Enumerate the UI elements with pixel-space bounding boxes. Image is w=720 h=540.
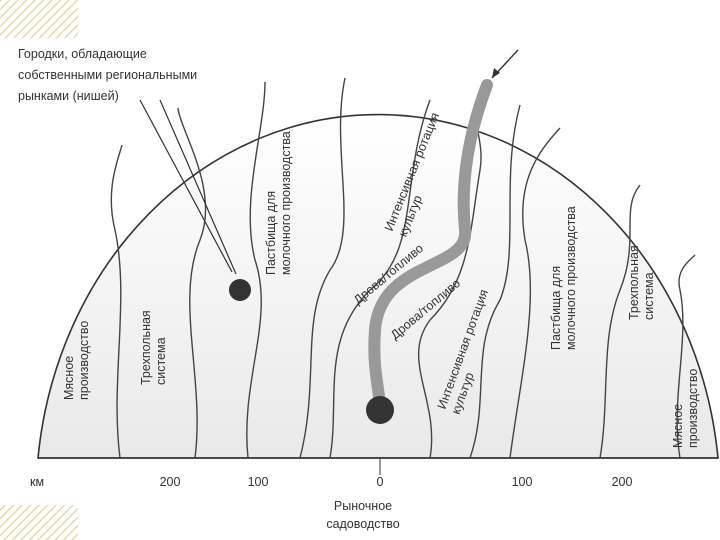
- zone-boundaries: [110, 77, 696, 459]
- zone-label: Трехпольная система: [139, 310, 168, 385]
- axis-labels: км 200 100 0 100 200 Рыночное садоводств…: [30, 475, 632, 531]
- axis-tick: 100: [512, 475, 533, 489]
- semicircle: [37, 113, 719, 459]
- market-dot: [366, 396, 394, 424]
- zone-label: Пастбища для молочного производства: [549, 206, 578, 350]
- callout-text: собственными региональными: [18, 68, 197, 82]
- zone-text: Пастбища для: [549, 266, 563, 350]
- zone-label: Мясное производство: [62, 321, 91, 400]
- corner-decoration: [0, 505, 78, 540]
- axis-tick: 200: [160, 475, 181, 489]
- axis-tick: 200: [612, 475, 633, 489]
- arrow-head: [492, 68, 500, 78]
- zone-text: Пастбища для: [264, 191, 278, 275]
- axis-tick: 100: [248, 475, 269, 489]
- axis-tick: 0: [377, 475, 384, 489]
- zone-text: система: [154, 337, 168, 385]
- callout-text: Городки, обладающие: [18, 47, 147, 61]
- center-label: садоводство: [326, 517, 399, 531]
- zone-text: производство: [686, 369, 700, 448]
- zone-label: Мясное производство: [671, 369, 700, 448]
- callout-text: рынками (нишей): [18, 89, 119, 103]
- zone-text: Трехпольная: [627, 245, 641, 320]
- zone-text: Мясное: [62, 356, 76, 400]
- zone-text: Трехпольная: [139, 310, 153, 385]
- corner-decoration: [0, 0, 78, 38]
- zone-text: молочного производства: [564, 206, 578, 350]
- zone-text: молочного производства: [279, 131, 293, 275]
- zone-label: Пастбища для молочного производства: [264, 131, 293, 275]
- zone-text: Мясное: [671, 404, 685, 448]
- zone-label: Трехпольная система: [627, 245, 656, 320]
- center-label: Рыночное: [334, 499, 392, 513]
- market-band: [368, 79, 493, 416]
- callout-line: [159, 99, 237, 275]
- town-dot: [229, 279, 251, 301]
- callout-line: [139, 99, 233, 273]
- zone-text: система: [642, 272, 656, 320]
- axis-unit: км: [30, 475, 44, 489]
- zone-text: производство: [77, 321, 91, 400]
- callout: Городки, обладающие собственными региона…: [18, 47, 197, 103]
